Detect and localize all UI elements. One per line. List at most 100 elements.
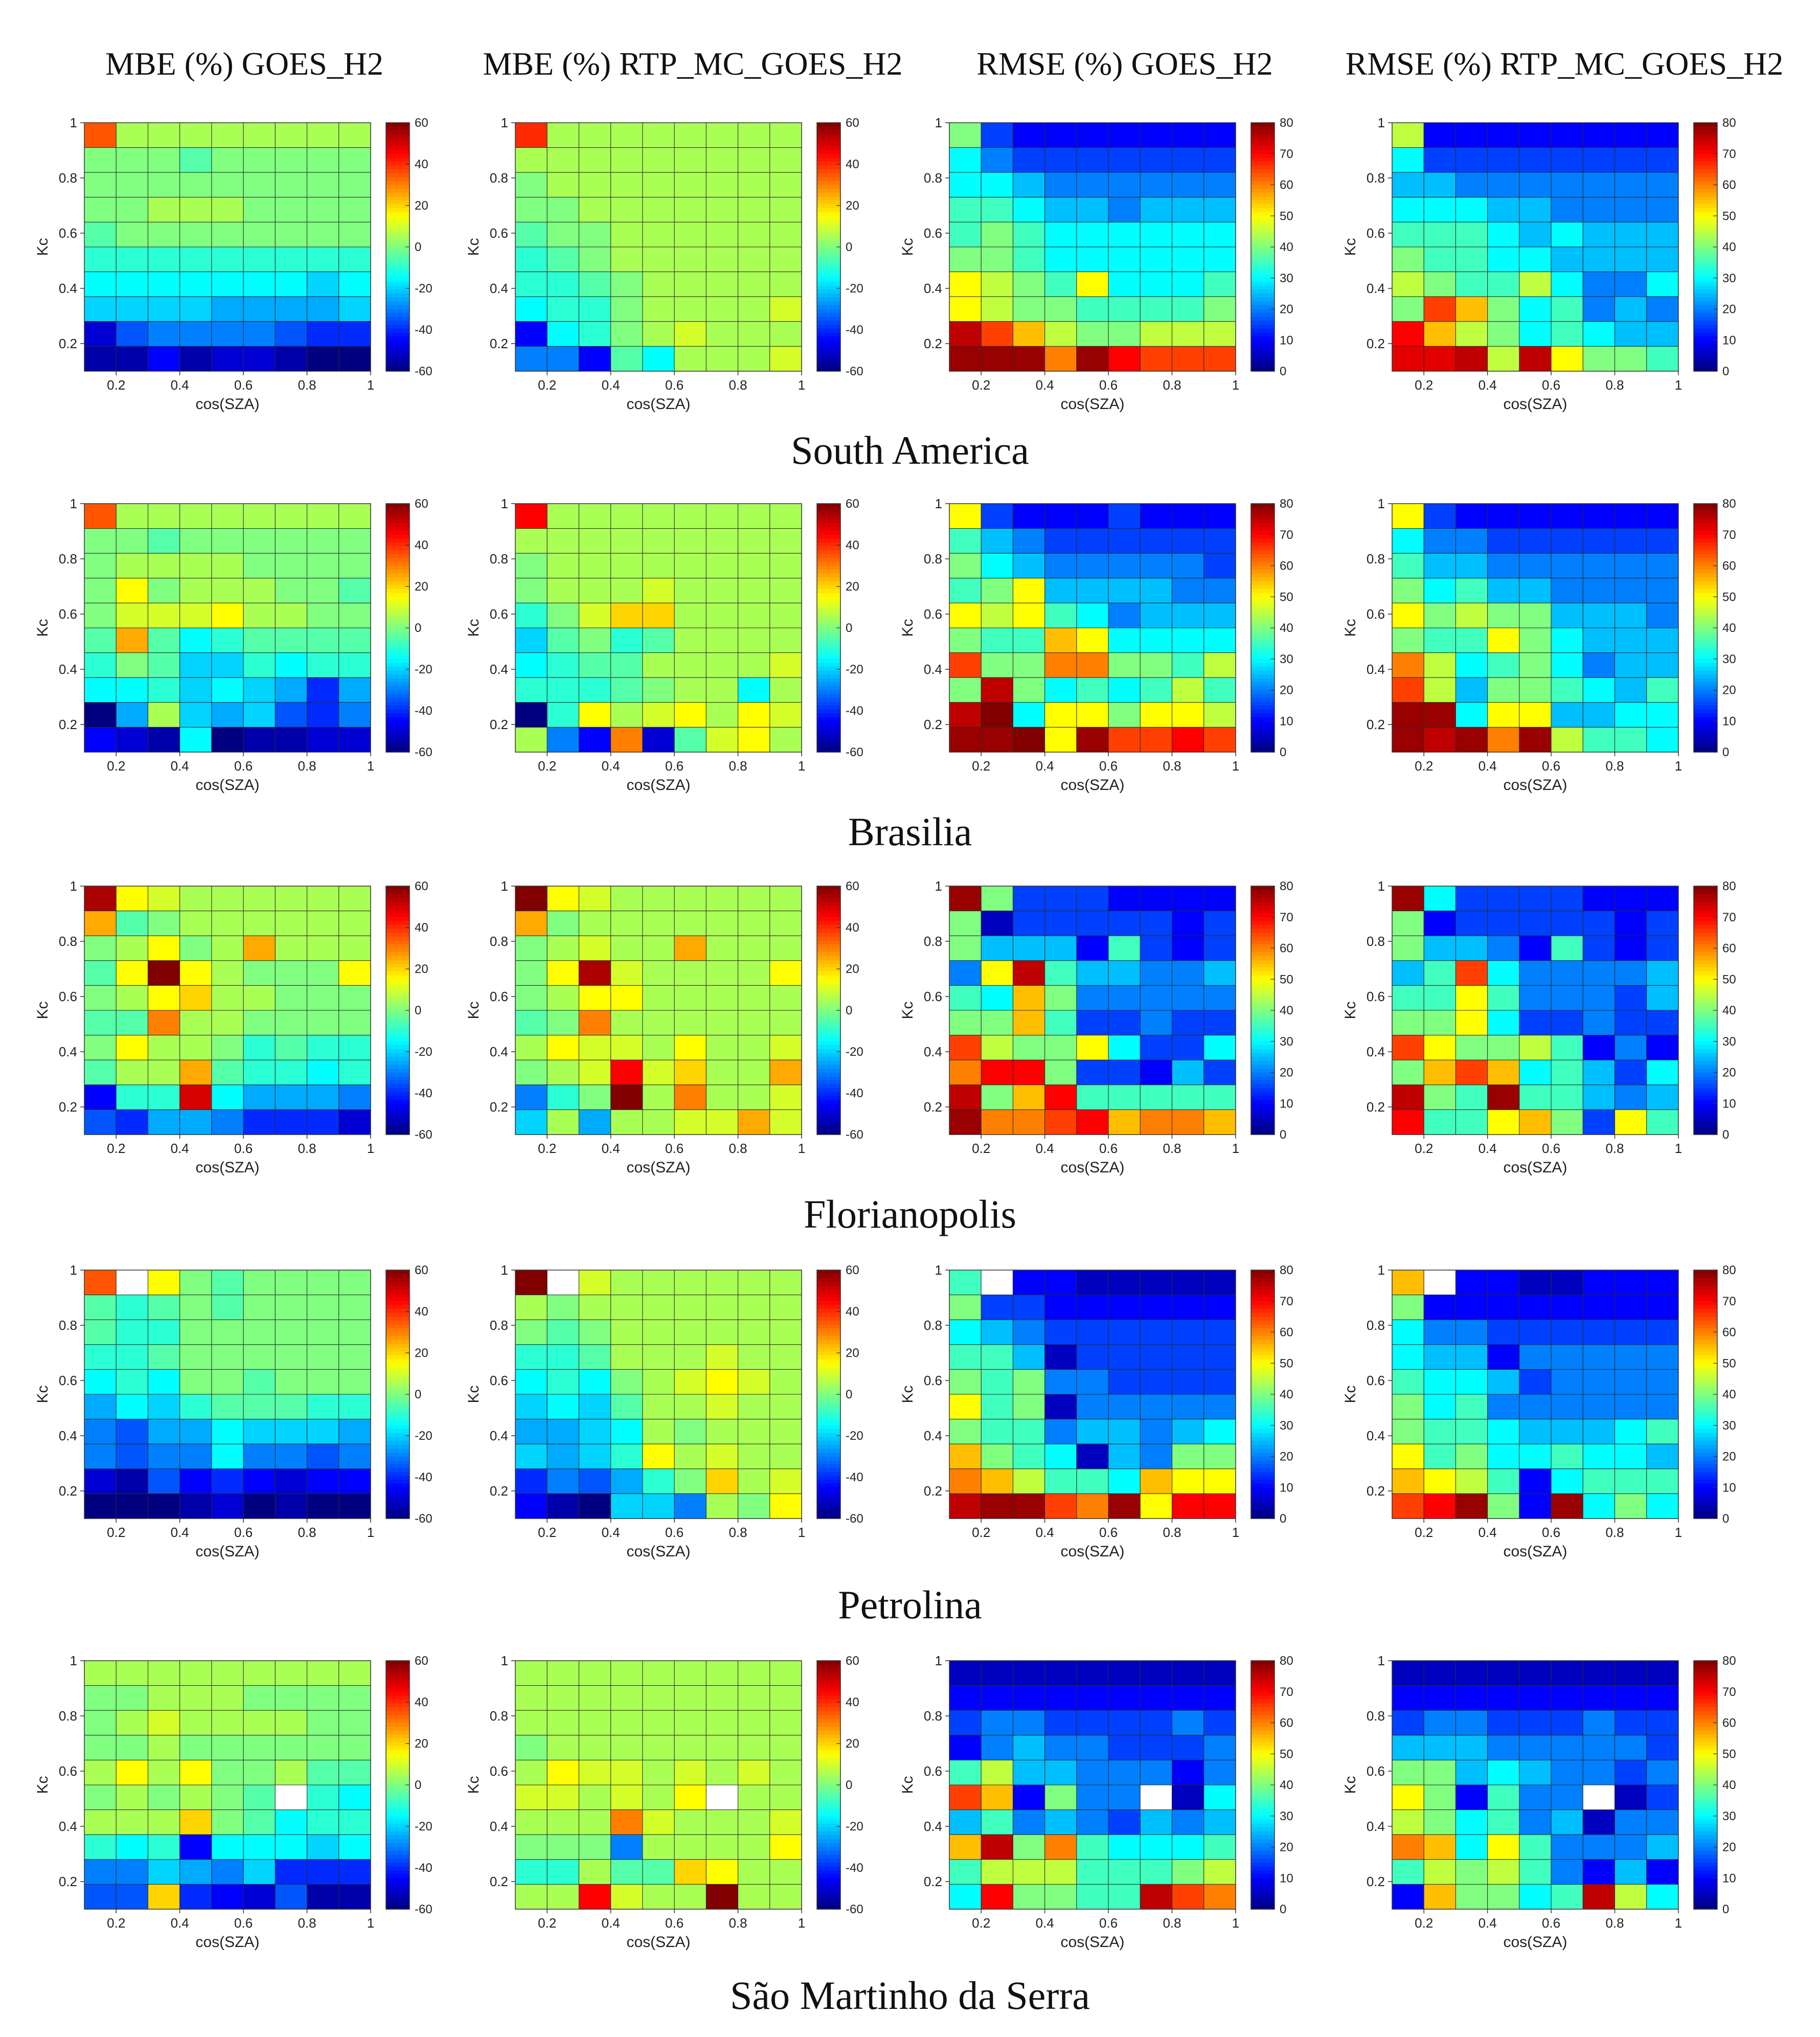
x-tick-label: 0.8 bbox=[729, 377, 747, 393]
y-tick-label: 0.6 bbox=[59, 989, 77, 1004]
colorbar-segment bbox=[817, 1328, 840, 1333]
heatmap-cell bbox=[674, 246, 707, 273]
heatmap-cell bbox=[1551, 321, 1583, 347]
colorbar-segment bbox=[1251, 1510, 1275, 1515]
heatmap-cell bbox=[1551, 702, 1583, 728]
heatmap-cell bbox=[1203, 935, 1236, 961]
x-tick-label: 0.4 bbox=[171, 1525, 189, 1540]
heatmap-cell bbox=[1551, 1344, 1583, 1370]
colorbar-tick-label: 40 bbox=[1722, 1004, 1736, 1017]
heatmap-cell bbox=[547, 985, 579, 1011]
heatmap-cell bbox=[1140, 221, 1173, 247]
heatmap-cell bbox=[610, 246, 643, 273]
heatmap-cell bbox=[1487, 1319, 1520, 1345]
heatmap-cell bbox=[1423, 321, 1456, 347]
heatmap-cell bbox=[610, 1834, 643, 1860]
heatmap-cell bbox=[84, 1394, 117, 1420]
heatmap-cell bbox=[1392, 528, 1424, 554]
colorbar-segment bbox=[1251, 1417, 1275, 1422]
heatmap-cell bbox=[1172, 1419, 1204, 1444]
heatmap-cell bbox=[179, 321, 212, 347]
heatmap-cell bbox=[674, 1010, 707, 1036]
colorbar-segment bbox=[817, 1111, 840, 1116]
colorbar-segment bbox=[386, 1847, 410, 1851]
heatmap-cell bbox=[1646, 727, 1679, 753]
heatmap-cell bbox=[1614, 1784, 1647, 1810]
colorbar-segment bbox=[386, 1661, 410, 1665]
colorbar-segment bbox=[1694, 1464, 1717, 1468]
colorbar-segment bbox=[386, 231, 410, 236]
heatmap-cell bbox=[211, 221, 244, 247]
heatmap-cell bbox=[116, 727, 148, 753]
heatmap-cell bbox=[116, 1834, 148, 1860]
colorbar-segment bbox=[386, 274, 410, 279]
heatmap-cell bbox=[1140, 1344, 1173, 1370]
heatmap-cell bbox=[1203, 1059, 1236, 1085]
heatmap-cell bbox=[547, 1884, 579, 1910]
heatmap-cell bbox=[243, 1759, 276, 1785]
colorbar-segment bbox=[1694, 886, 1717, 891]
heatmap-cell bbox=[1392, 960, 1424, 986]
heatmap-cell bbox=[1172, 1784, 1204, 1810]
colorbar-segment bbox=[386, 1390, 410, 1395]
colorbar-segment bbox=[817, 1456, 840, 1461]
colorbar-segment bbox=[1251, 1754, 1275, 1758]
heatmap-cell bbox=[1203, 172, 1236, 198]
heatmap-cell bbox=[243, 1443, 276, 1469]
colorbar-segment bbox=[386, 963, 410, 968]
heatmap-cell bbox=[610, 627, 643, 653]
colorbar-segment bbox=[386, 1901, 410, 1906]
heatmap-cell bbox=[307, 1059, 339, 1085]
heatmap-cell bbox=[179, 1270, 212, 1296]
colorbar-segment bbox=[386, 1378, 410, 1383]
colorbar-segment bbox=[1251, 616, 1275, 621]
colorbar-segment bbox=[1694, 1766, 1717, 1770]
heatmap-cell bbox=[1423, 1344, 1456, 1370]
colorbar-segment bbox=[817, 729, 840, 733]
heatmap-cell bbox=[610, 677, 643, 703]
heatmap-cell bbox=[1455, 1660, 1488, 1686]
heatmap-cell bbox=[84, 271, 117, 297]
heatmap-cell bbox=[981, 702, 1013, 728]
heatmap-cell bbox=[1582, 1859, 1616, 1885]
colorbar-segment bbox=[817, 748, 840, 753]
heatmap-cell bbox=[1392, 1809, 1424, 1835]
colorbar-segment bbox=[1251, 554, 1275, 558]
heatmap-cell bbox=[1140, 1319, 1173, 1345]
heatmap-cell bbox=[116, 1295, 148, 1320]
heatmap-cell bbox=[1614, 1059, 1647, 1085]
heatmap-cell bbox=[949, 886, 982, 912]
colorbar-segment bbox=[1251, 1123, 1275, 1127]
heatmap-cell bbox=[1646, 1834, 1679, 1860]
heatmap-cell bbox=[1487, 1084, 1520, 1110]
heatmap-cell bbox=[1172, 702, 1204, 728]
y-tick-label: 0.6 bbox=[59, 606, 77, 622]
heatmap-cell bbox=[307, 1369, 339, 1395]
heatmap-cell bbox=[1582, 1295, 1616, 1320]
heatmap-cell bbox=[738, 1735, 770, 1760]
y-tick-label: 0.8 bbox=[1367, 1708, 1385, 1724]
colorbar-segment bbox=[386, 655, 410, 660]
heatmap-cell bbox=[179, 553, 212, 579]
heatmap-cell bbox=[1614, 911, 1647, 936]
heatmap-cell bbox=[1392, 727, 1424, 753]
heatmap-cell bbox=[211, 246, 244, 273]
heatmap-cell bbox=[738, 528, 770, 554]
colorbar-segment bbox=[1251, 1715, 1275, 1719]
y-tick-label: 0.8 bbox=[1367, 551, 1385, 567]
colorbar-segment bbox=[386, 1882, 410, 1887]
heatmap-cell bbox=[116, 1319, 148, 1345]
y-axis-label: Kc bbox=[34, 1001, 51, 1019]
heatmap-cell bbox=[642, 1369, 675, 1395]
colorbar-segment bbox=[1694, 262, 1717, 267]
colorbar-segment bbox=[1694, 1410, 1717, 1414]
heatmap-cell bbox=[1076, 911, 1109, 936]
heatmap-cell bbox=[769, 911, 802, 936]
colorbar-segment bbox=[386, 975, 410, 980]
colorbar-segment bbox=[817, 1835, 840, 1840]
colorbar-segment bbox=[1251, 967, 1275, 972]
heatmap-cell bbox=[1392, 1884, 1424, 1910]
heatmap-cell bbox=[179, 1109, 212, 1135]
heatmap-cell bbox=[338, 1660, 371, 1686]
heatmap-cell bbox=[578, 677, 611, 703]
